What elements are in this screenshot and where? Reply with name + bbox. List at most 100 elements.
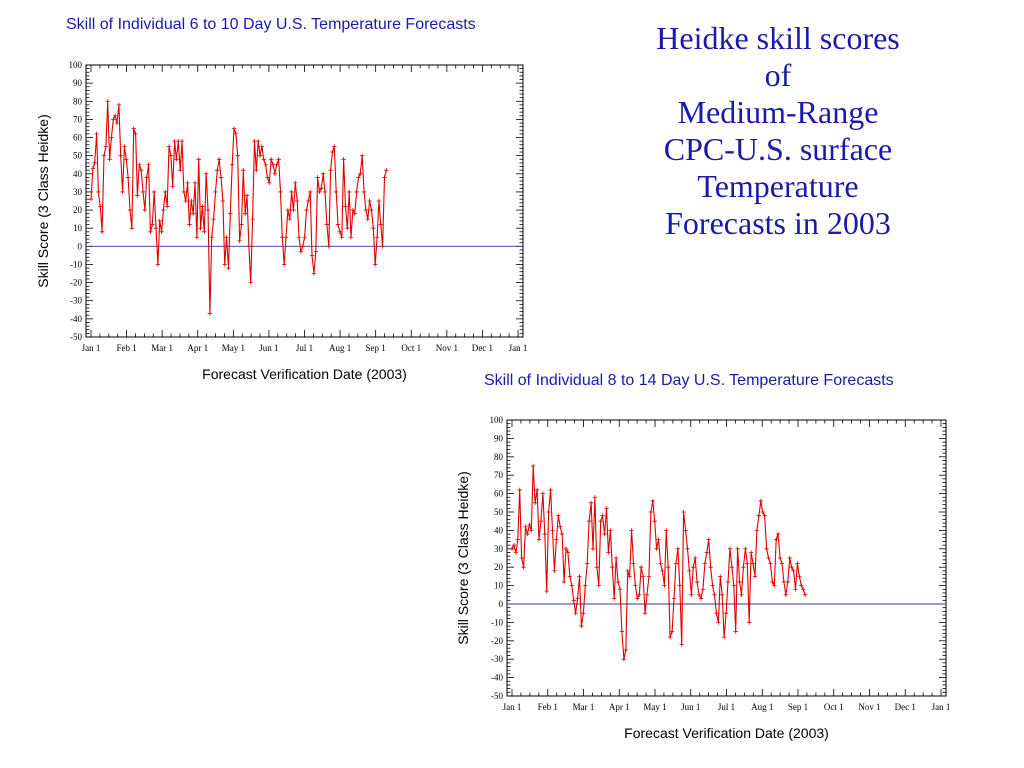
data-point xyxy=(727,546,733,551)
chart-title-8-14-day: Skill of Individual 8 to 14 Day U.S. Tem… xyxy=(484,372,894,389)
data-point xyxy=(148,229,153,235)
chart-title-6-10-day: Skill of Individual 6 to 10 Day U.S. Tem… xyxy=(66,16,476,33)
data-point xyxy=(787,555,792,561)
data-point xyxy=(163,189,168,195)
data-point xyxy=(176,138,181,144)
x-tick-label: Dec 1 xyxy=(895,702,916,712)
data-point xyxy=(330,149,335,155)
data-point xyxy=(363,207,369,213)
data-point xyxy=(112,113,118,118)
data-point xyxy=(125,175,131,180)
data-point xyxy=(623,647,628,653)
x-axis-label: Forecast Verification Date (2003) xyxy=(202,366,407,382)
data-point xyxy=(328,167,333,173)
data-point xyxy=(222,262,227,267)
x-tick-label: Sep 1 xyxy=(366,343,386,353)
y-tick-label: 70 xyxy=(494,470,504,480)
data-point xyxy=(255,138,261,144)
data-point xyxy=(226,265,231,271)
y-tick-label: 90 xyxy=(494,433,504,443)
data-point xyxy=(567,574,573,579)
data-point xyxy=(590,546,596,551)
data-point xyxy=(248,280,253,285)
data-point xyxy=(378,222,383,227)
data-point xyxy=(760,509,765,515)
data-point xyxy=(714,611,719,616)
x-tick-label: Jun 1 xyxy=(681,702,700,712)
data-point xyxy=(359,153,365,158)
data-point xyxy=(789,565,794,570)
y-tick-label: 40 xyxy=(73,169,83,179)
data-point xyxy=(304,207,309,213)
data-point xyxy=(602,531,607,537)
data-point xyxy=(207,311,213,316)
data-point xyxy=(556,513,561,518)
data-point xyxy=(367,198,372,204)
data-point xyxy=(261,157,266,162)
data-point xyxy=(619,629,625,634)
data-point xyxy=(99,229,105,235)
data-point xyxy=(596,583,601,588)
data-point xyxy=(88,196,94,202)
data-point xyxy=(250,216,255,222)
data-point xyxy=(606,550,611,555)
data-point xyxy=(239,222,244,227)
data-point xyxy=(138,167,144,173)
data-point xyxy=(161,207,166,213)
x-tick-label: Mar 1 xyxy=(151,343,173,353)
data-point xyxy=(762,513,767,518)
data-point xyxy=(525,531,530,537)
data-point xyxy=(644,592,650,597)
data-point xyxy=(189,198,194,204)
data-point xyxy=(550,528,555,533)
x-tick-label: May 1 xyxy=(222,343,245,353)
data-point xyxy=(731,583,736,588)
y-tick-label: 30 xyxy=(73,187,83,197)
data-point xyxy=(702,561,708,566)
data-point xyxy=(157,218,162,224)
data-point xyxy=(179,138,185,144)
data-point xyxy=(743,546,748,551)
y-tick-label: 60 xyxy=(494,489,504,499)
data-point xyxy=(552,568,557,574)
data-point xyxy=(233,131,239,137)
y-tick-label: -10 xyxy=(70,259,82,269)
data-point xyxy=(216,157,222,162)
data-point xyxy=(155,262,161,267)
x-tick-label: Jan 1 xyxy=(503,702,522,712)
data-point xyxy=(521,565,526,570)
data-point xyxy=(631,561,636,566)
data-point xyxy=(691,565,696,570)
x-tick-label: Oct 1 xyxy=(824,702,844,712)
x-tick-label: Nov 1 xyxy=(436,343,458,353)
y-tick-label: 80 xyxy=(494,452,504,462)
data-point xyxy=(267,180,272,186)
data-point xyxy=(153,226,159,231)
data-point xyxy=(779,561,785,566)
data-point xyxy=(708,565,713,570)
data-point xyxy=(309,253,315,258)
data-point xyxy=(293,180,298,186)
data-point xyxy=(202,229,207,235)
y-tick-label: -20 xyxy=(491,636,503,646)
data-point xyxy=(218,175,224,180)
data-point xyxy=(142,207,148,213)
y-tick-label: 20 xyxy=(73,205,83,215)
data-point xyxy=(185,180,190,186)
data-point xyxy=(783,592,789,597)
data-point xyxy=(352,211,357,216)
data-point xyxy=(307,189,313,195)
data-point xyxy=(546,509,551,515)
data-point xyxy=(187,222,192,227)
data-point xyxy=(196,157,201,162)
data-point xyxy=(673,561,679,566)
data-point xyxy=(172,138,177,144)
data-point xyxy=(581,611,586,616)
data-point xyxy=(573,611,578,616)
data-point xyxy=(698,596,704,601)
data-point xyxy=(685,546,690,551)
data-point xyxy=(105,99,110,104)
data-point xyxy=(700,587,706,592)
x-tick-label: Aug 1 xyxy=(329,343,351,353)
data-point xyxy=(745,561,750,566)
